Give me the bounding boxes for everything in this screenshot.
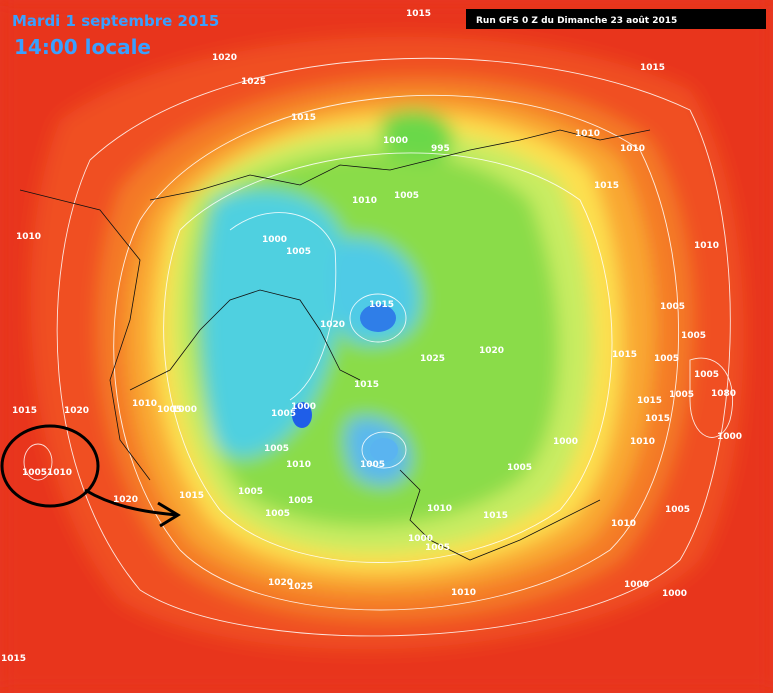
isobar-label: 1005 — [271, 409, 296, 419]
isobar-label: 1005 — [694, 370, 719, 380]
low-core — [370, 438, 398, 462]
isobar-label: 1005 — [238, 487, 263, 497]
isobar-label: 1015 — [483, 511, 508, 521]
isobar-label: 1025 — [288, 582, 313, 592]
isobar-label: 1005 — [425, 543, 450, 553]
isobar-label: 1015 — [369, 300, 394, 310]
isobar-label: 1000 — [383, 136, 408, 146]
isobar-label: 1010 — [16, 232, 41, 242]
isobar-label: 1020 — [64, 406, 89, 416]
isobar-label: 1020 — [268, 578, 293, 588]
annotation — [0, 424, 181, 528]
isobar-label: 1015 — [1, 654, 26, 664]
isobar-label: 1080 — [711, 389, 736, 399]
isobar-label: 1005 — [394, 191, 419, 201]
isobar-label: 1005 — [507, 463, 532, 473]
isobar-label: 1005 — [681, 331, 706, 341]
isobar-label: 1015 — [406, 9, 431, 19]
low-core — [292, 402, 312, 428]
isobar-label: 1015 — [594, 181, 619, 191]
isobar-label: 995 — [431, 144, 450, 154]
isobar-label: 1020 — [113, 495, 138, 505]
isobar-label: 1010 — [132, 399, 157, 409]
coastlines — [19, 129, 651, 561]
isobar-label: 1015 — [645, 414, 670, 424]
isobar-label: 1010 — [286, 460, 311, 470]
isobar-label: 1025 — [420, 354, 445, 364]
isobar-label: 1010 — [451, 588, 476, 598]
run-box — [466, 9, 766, 29]
isobar-label: 1000 — [172, 405, 197, 415]
isobar-label: 1020 — [212, 53, 237, 63]
isobar-label: 1010 — [620, 144, 645, 154]
isobar-label: 1000 — [291, 402, 316, 412]
isobar-label: 1020 — [320, 320, 345, 330]
isobar-label: 1010 — [575, 129, 600, 139]
isobar-label: 1010 — [611, 519, 636, 529]
isobar-label: 1025 — [241, 77, 266, 87]
isobar-label: 1005 — [288, 496, 313, 506]
isobar-label: 1015 — [179, 491, 204, 501]
isobar-label: 1005 — [665, 505, 690, 515]
isobar-label: 1015 — [612, 350, 637, 360]
isobar-label: 1005 — [654, 354, 679, 364]
isobar-label: 1000 — [717, 432, 742, 442]
isobar-label: 1000 — [624, 580, 649, 590]
isobar-label: 1015 — [12, 406, 37, 416]
isobar-label: 1015 — [640, 63, 665, 73]
isobar-label: 1010 — [694, 241, 719, 251]
isobar-label: 1015 — [354, 380, 379, 390]
isobar-label: 1005 — [22, 468, 47, 478]
isobar-label: 1010 — [630, 437, 655, 447]
isobar-label: 1010 — [47, 468, 72, 478]
time-label: 14:00 locale — [14, 35, 151, 59]
isobar-label: 1000 — [662, 589, 687, 599]
isobar-label: 1005 — [286, 247, 311, 257]
isobar-label: 1015 — [637, 396, 662, 406]
isobar-label: 1000 — [553, 437, 578, 447]
isobar-label: 1005 — [265, 509, 290, 519]
isobar-label: 1005 — [157, 405, 182, 415]
isobar-label: 1015 — [291, 113, 316, 123]
isobar-label: 1010 — [427, 504, 452, 514]
isobar-label: 1005 — [660, 302, 685, 312]
isobar-label: 1000 — [262, 235, 287, 245]
isobar-label: 1005 — [264, 444, 289, 454]
isobar-label: 1010 — [352, 196, 377, 206]
date-label: Mardi 1 septembre 2015 — [12, 12, 219, 30]
isobar-label: 1005 — [360, 460, 385, 470]
isobar-label: 1020 — [479, 346, 504, 356]
run-label: Run GFS 0 Z du Dimanche 23 août 2015 — [476, 16, 677, 26]
low-core — [360, 304, 396, 332]
isobar-label: 1005 — [669, 390, 694, 400]
isobars — [23, 57, 734, 637]
isobar-label: 1000 — [408, 534, 433, 544]
